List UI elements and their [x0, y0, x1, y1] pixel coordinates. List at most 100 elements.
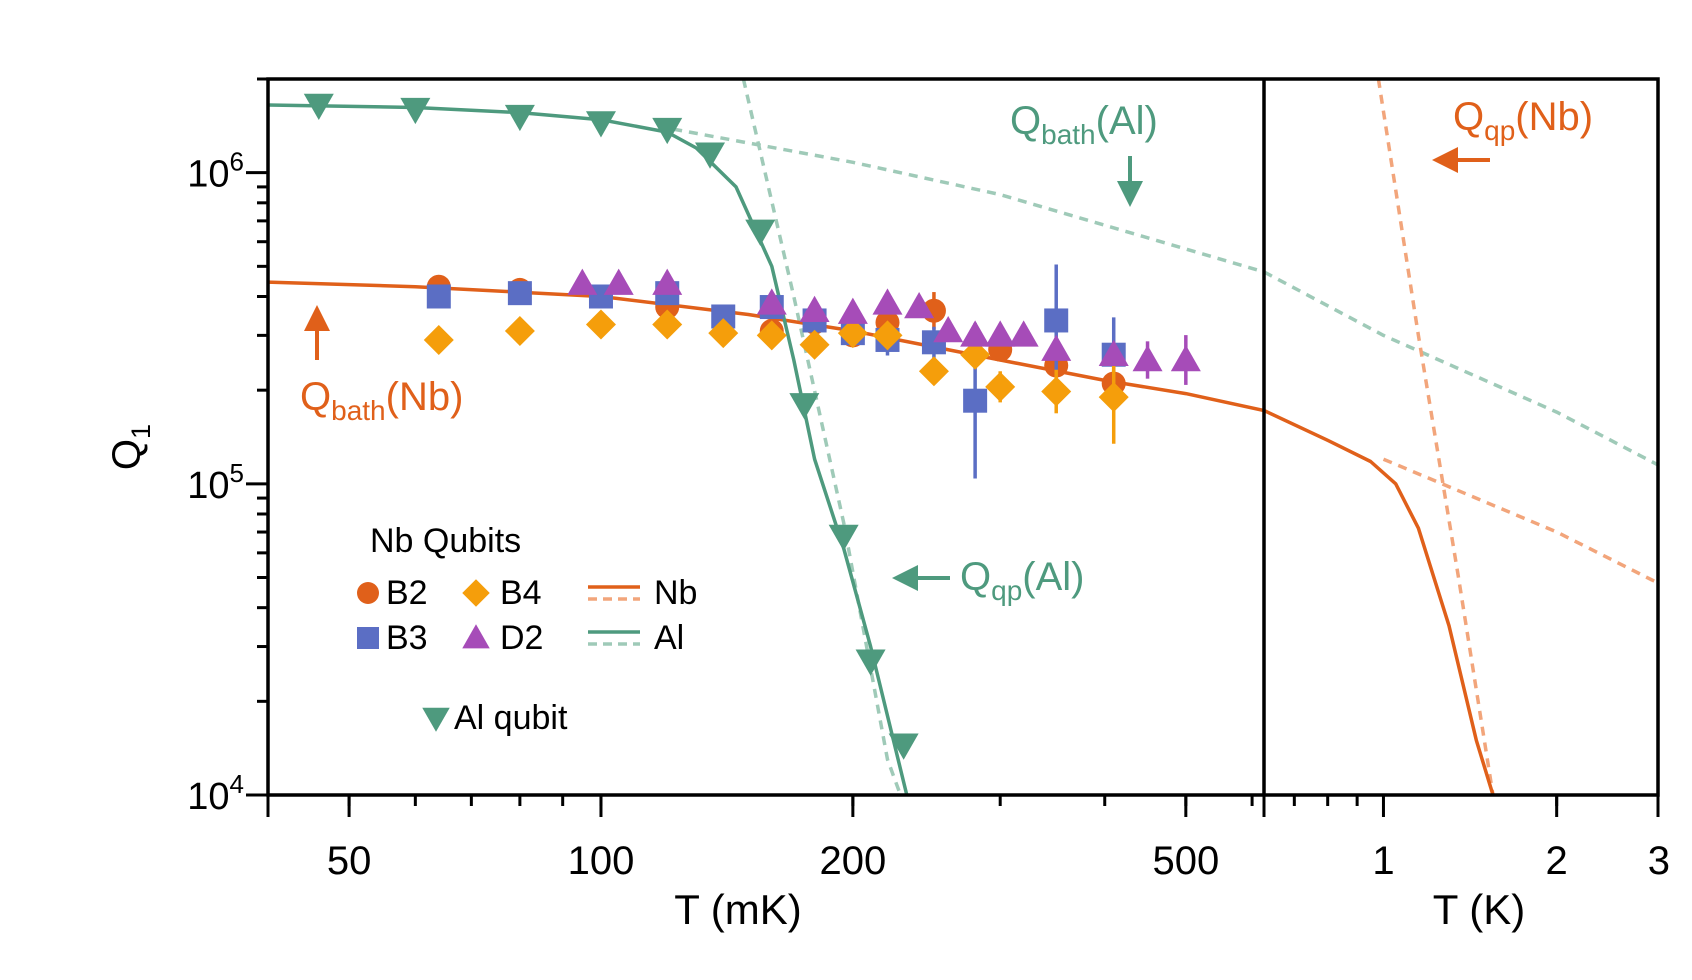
annotation-label: Qqp(Al) — [960, 555, 1085, 606]
legend-entry-b4: B4 — [462, 574, 542, 612]
data-point — [504, 104, 535, 132]
data-point — [585, 309, 616, 340]
asymptote-qbathal-1 — [1264, 270, 1658, 467]
data-point — [1170, 345, 1201, 372]
data-point — [603, 268, 634, 295]
data-point — [400, 97, 431, 125]
data-point — [652, 117, 683, 145]
data-point — [585, 111, 616, 138]
x-tick-label: 200 — [819, 839, 886, 883]
data-point — [567, 268, 598, 295]
data-point — [963, 388, 988, 413]
data-point — [789, 393, 820, 420]
data-point — [799, 295, 830, 322]
data-point — [1132, 345, 1163, 372]
fit-curve-al-2 — [268, 103, 909, 795]
data-point — [695, 142, 726, 169]
data-point — [855, 649, 886, 676]
data-point — [933, 315, 964, 343]
data-point — [837, 297, 868, 324]
series-d2 — [567, 268, 1201, 385]
annotation-arrow-head — [304, 305, 330, 331]
x-tick-label: 100 — [568, 839, 635, 883]
data-point — [918, 356, 949, 387]
legend-label: Nb — [654, 574, 697, 612]
annotation-label: Qbath(Nb) — [300, 375, 463, 426]
y-axis-label: Q1 — [105, 424, 156, 470]
legend-entry-d2: D2 — [462, 619, 543, 657]
annotation-arrow-head — [1432, 147, 1458, 173]
legend-entry-al-qubit: Al qubit — [422, 699, 568, 737]
y-tick-label: 104 — [187, 769, 244, 818]
legend-marker — [357, 627, 379, 649]
y-tick-label: 106 — [187, 147, 244, 196]
asymptote-qbathal-0 — [672, 127, 1264, 274]
legend-entry-b3: B3 — [357, 619, 428, 657]
annotation-qqp-al: Qqp(Al) — [892, 555, 1085, 606]
data-point — [985, 320, 1016, 347]
annotation-qbath-nb: Qbath(Nb) — [300, 305, 463, 426]
legend-label: B3 — [386, 619, 428, 657]
legend-marker — [422, 707, 450, 732]
data-point — [872, 320, 903, 351]
data-point — [507, 281, 532, 306]
legend-label: D2 — [500, 619, 543, 657]
data-point — [426, 284, 451, 309]
data-point — [708, 318, 739, 349]
data-point — [504, 315, 535, 346]
series-b4 — [423, 309, 1129, 444]
legend-label: Al qubit — [454, 699, 568, 737]
x-tick-label: 2 — [1546, 839, 1568, 883]
x-tick-label: 1 — [1372, 839, 1394, 883]
legend-entry-b2: B2 — [357, 574, 428, 612]
data-point — [960, 320, 991, 347]
data-point — [960, 339, 991, 370]
data-point — [872, 288, 903, 315]
legend-title: Nb Qubits — [370, 522, 521, 560]
data-point — [423, 324, 454, 355]
legend-marker — [462, 579, 490, 607]
legend-entry-nb: Nb — [588, 574, 697, 612]
annotation-label: Qqp(Nb) — [1453, 95, 1593, 146]
data-point — [985, 371, 1016, 402]
x-tick-label: 500 — [1152, 839, 1219, 883]
legend-label: Al — [654, 619, 684, 657]
data-point — [1098, 382, 1129, 413]
data-point — [799, 329, 830, 360]
annotation-qqp-nb: Qqp(Nb) — [1432, 95, 1593, 173]
annotation-qbath-al: Qbath(Al) — [1010, 99, 1158, 207]
annotation-arrow-head — [892, 565, 918, 591]
asymptote-qqpal-2 — [741, 79, 903, 795]
fit-curve-nb-1 — [1264, 408, 1495, 795]
data-point — [837, 318, 868, 349]
x-tick-label: 3 — [1648, 839, 1670, 883]
data-point — [1041, 376, 1072, 407]
legend-marker — [462, 624, 490, 649]
x-axis-label-mk: T (mK) — [674, 886, 802, 933]
data-point — [745, 219, 776, 246]
data-point — [756, 320, 787, 351]
data-point — [888, 733, 919, 760]
data-point — [303, 93, 334, 120]
data-point — [904, 292, 935, 319]
legend-label: B2 — [386, 574, 428, 612]
annotation-label: Qbath(Al) — [1010, 99, 1158, 150]
asymptote-qqpnb-4 — [1376, 79, 1495, 795]
data-point — [756, 288, 787, 315]
legend-label: B4 — [500, 574, 542, 612]
x-axis-label-k: T (K) — [1433, 886, 1526, 933]
plot-frame — [266, 77, 1660, 797]
y-tick-label: 105 — [187, 458, 244, 507]
series-al-qubit — [303, 93, 919, 760]
data-point — [1098, 339, 1129, 366]
data-point — [828, 524, 859, 551]
annotation-arrow-head — [1117, 181, 1143, 207]
data-point — [1041, 334, 1072, 361]
legend-marker — [357, 582, 379, 604]
legend-entry-al: Al — [588, 619, 684, 657]
data-point — [652, 309, 683, 340]
data-point — [1008, 320, 1039, 347]
asymptote-qbathnb-3 — [1382, 457, 1658, 585]
data-point — [1044, 308, 1069, 333]
